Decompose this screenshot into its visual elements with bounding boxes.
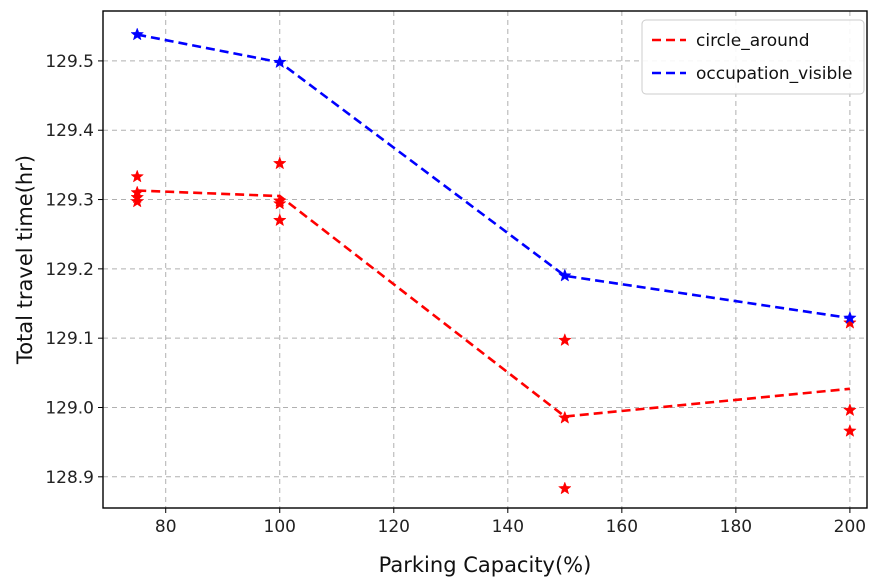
x-tick-label: 100 (264, 517, 296, 537)
y-tick-label: 128.9 (45, 468, 94, 488)
data-point (843, 315, 857, 329)
x-tick-label: 180 (720, 517, 752, 537)
plot-frame (102, 10, 868, 509)
x-tick-label: 160 (606, 517, 638, 537)
data-point (130, 27, 145, 41)
y-tick-label: 129.3 (45, 191, 94, 211)
y-axis-label: Total travel time(hr) (13, 155, 37, 365)
legend: circle_around occupation_visible (641, 19, 865, 95)
data-point (272, 156, 287, 170)
series-occupation_visible (130, 27, 857, 324)
data-point (843, 403, 857, 417)
series-line (137, 189, 851, 418)
series-circle_around (130, 156, 857, 495)
y-tick-label: 129.5 (45, 52, 94, 72)
legend-label: occupation_visible (696, 64, 852, 84)
legend-box (641, 19, 865, 95)
data-point (843, 310, 857, 324)
x-tick-label: 120 (378, 517, 410, 537)
data-point (557, 268, 572, 282)
y-tick-label: 129.2 (45, 260, 94, 280)
x-axis-label: Parking Capacity(%) (379, 553, 592, 577)
data-point (130, 194, 145, 208)
data-point (272, 196, 287, 210)
y-tick-label: 129.0 (45, 398, 94, 418)
x-tick-label: 200 (834, 517, 866, 537)
data-point (557, 333, 572, 347)
data-point (130, 169, 145, 183)
data-point (272, 55, 287, 69)
data-point (843, 423, 857, 437)
ticks: 80 100 120 140 160 180 200 128.9 129.0 129.1 129.2… (45, 52, 866, 537)
data-point (130, 190, 145, 204)
x-tick-label: 80 (155, 517, 177, 537)
data-point (557, 481, 572, 495)
legend-label: circle_around (696, 31, 810, 51)
series-line (136, 33, 851, 320)
x-tick-label: 140 (492, 517, 524, 537)
y-tick-label: 129.1 (45, 329, 94, 349)
data-point (557, 410, 572, 424)
data-point (272, 213, 287, 227)
series-layer (130, 27, 857, 495)
y-tick-label: 129.4 (45, 121, 94, 141)
